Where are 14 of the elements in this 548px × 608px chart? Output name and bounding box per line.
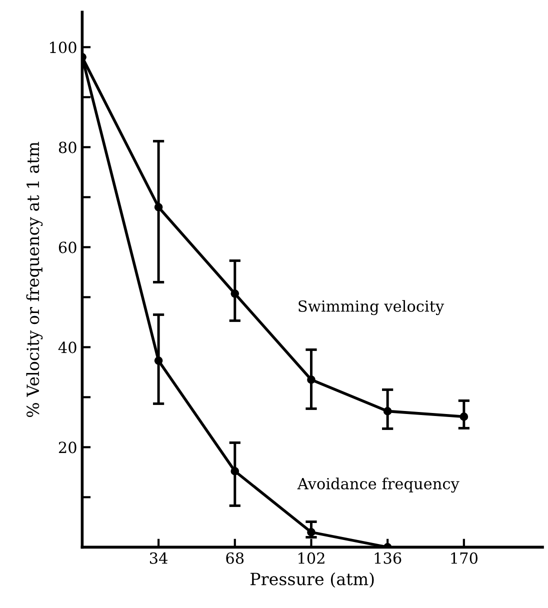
series-label: Avoidance frequency xyxy=(297,478,460,493)
x-tick-label: 34 xyxy=(150,552,168,564)
y-axis-title: % Velocity or frequency at 1 atm xyxy=(26,142,43,418)
x-tick-label: 102 xyxy=(298,552,324,564)
x-tick-label: 170 xyxy=(451,552,478,564)
text: Swimming velocity xyxy=(298,300,444,316)
y-tick-label: 80 xyxy=(58,142,76,154)
x-tick-label: 68 xyxy=(226,552,244,564)
y-tick-label: 100 xyxy=(50,42,76,54)
x-axis-title: Pressure (atm) xyxy=(250,572,374,588)
y-tick-label: 40 xyxy=(58,342,76,354)
y-tick-label: 20 xyxy=(58,442,76,454)
y-tick-label: 60 xyxy=(58,242,76,254)
x-tick-label: 136 xyxy=(374,552,402,564)
